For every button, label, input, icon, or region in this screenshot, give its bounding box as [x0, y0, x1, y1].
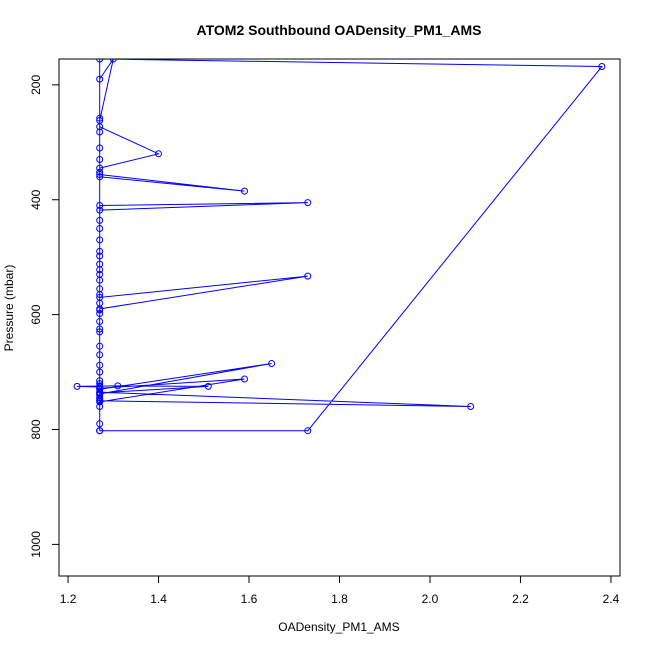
y-axis: 200 400 600 800 1000	[29, 75, 60, 558]
data-point	[96, 310, 104, 317]
data-point	[241, 375, 248, 383]
data-point	[96, 171, 104, 178]
data-point	[304, 272, 312, 280]
data-point	[96, 325, 104, 333]
data-point	[96, 173, 104, 181]
data-point	[96, 123, 104, 131]
data-point	[96, 206, 104, 214]
data-point	[96, 427, 104, 435]
plot-frame	[58, 58, 621, 577]
data-point	[114, 382, 122, 390]
data-point	[96, 351, 104, 359]
data-point	[96, 75, 104, 83]
data-point	[304, 427, 312, 435]
data-point	[96, 216, 104, 224]
data-point	[268, 360, 276, 367]
data-point	[467, 403, 475, 410]
data-point	[96, 318, 104, 325]
x-tick-label: 2.2	[512, 592, 529, 606]
data-point	[96, 156, 104, 163]
data-point	[304, 199, 312, 207]
data-point	[96, 114, 104, 122]
data-point	[96, 252, 104, 260]
data-point	[96, 328, 104, 336]
data-point	[96, 168, 104, 176]
data-point	[96, 342, 104, 350]
data-point	[96, 293, 104, 301]
x-tick-label: 2.0	[422, 592, 439, 606]
data-point	[96, 128, 104, 136]
x-tick-label: 1.6	[241, 592, 258, 606]
data-point	[109, 59, 117, 63]
data-point	[96, 225, 104, 232]
data-point	[204, 382, 212, 390]
data-point	[96, 388, 104, 396]
data-point	[241, 187, 248, 195]
data-point	[96, 247, 104, 255]
data-point	[96, 202, 104, 209]
data-point	[73, 382, 81, 390]
data-point	[155, 150, 162, 158]
x-tick-label: 1.2	[60, 592, 77, 606]
y-tick-label: 600	[29, 304, 43, 324]
y-tick-label: 200	[29, 75, 43, 95]
y-tick-label: 800	[29, 419, 43, 439]
x-tick-label: 2.4	[603, 592, 620, 606]
data-point	[96, 420, 104, 428]
data-point	[96, 144, 104, 152]
data-point	[598, 63, 606, 70]
x-axis-label: OADensity_PM1_AMS	[278, 620, 399, 634]
data-point	[96, 276, 104, 284]
series-layer	[73, 59, 606, 435]
data-point	[96, 306, 104, 314]
y-tick-label: 1000	[29, 531, 43, 558]
data-point	[96, 236, 104, 244]
y-axis-label: Pressure (mbar)	[2, 265, 16, 352]
x-axis: 1.2 1.4 1.6 1.8 2.0 2.2 2.4	[60, 575, 620, 606]
chart-title: ATOM2 Southbound OADensity_PM1_AMS	[197, 22, 482, 38]
x-tick-label: 1.4	[150, 592, 167, 606]
data-point	[96, 266, 104, 274]
data-point	[96, 59, 104, 63]
data-point	[96, 361, 104, 369]
y-tick-label: 400	[29, 189, 43, 209]
data-point	[96, 368, 104, 376]
series-line	[77, 59, 603, 432]
x-tick-label: 1.8	[331, 592, 348, 606]
data-point	[96, 291, 104, 298]
data-point	[96, 397, 104, 405]
